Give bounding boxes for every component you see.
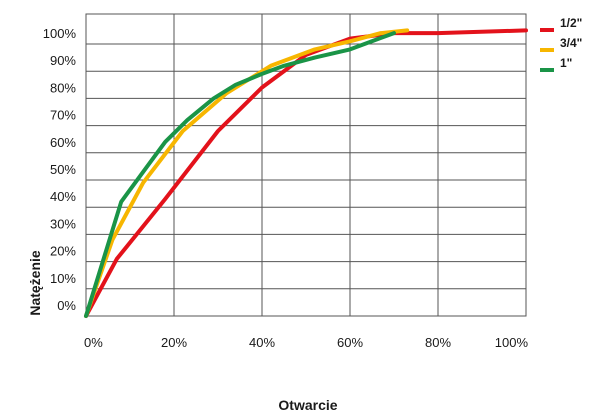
y-axis-ticks: 0% 10% 20% 30% 40% 50% 60% 70% 80% 90% 100%	[43, 26, 77, 313]
y-tick-label: 90%	[50, 53, 76, 68]
y-tick-label: 30%	[50, 216, 76, 231]
series-line	[84, 28, 410, 318]
y-tick-label: 70%	[50, 108, 76, 123]
grid	[85, 13, 527, 317]
legend-label: 1/2"	[560, 16, 582, 30]
legend-label: 3/4"	[560, 36, 582, 50]
series-line	[84, 31, 396, 318]
y-tick-label: 80%	[50, 80, 76, 95]
x-axis-ticks: 0% 20% 40% 60% 80% 100%	[84, 335, 528, 350]
legend: 1/2" 3/4" 1"	[540, 16, 582, 72]
x-tick-label: 100%	[495, 335, 529, 350]
y-tick-label: 50%	[50, 162, 76, 177]
y-tick-label: 60%	[50, 135, 76, 150]
series-layer	[84, 28, 528, 318]
legend-label: 1"	[560, 56, 572, 70]
y-tick-label: 100%	[43, 26, 77, 41]
y-axis-title: Natężenie	[27, 250, 43, 316]
x-axis-title: Otwarcie	[278, 397, 337, 413]
x-tick-label: 80%	[425, 335, 451, 350]
y-tick-label: 40%	[50, 189, 76, 204]
x-tick-label: 40%	[249, 335, 275, 350]
x-tick-label: 20%	[161, 335, 187, 350]
series-line	[84, 28, 528, 318]
x-tick-label: 0%	[84, 335, 103, 350]
y-tick-label: 0%	[57, 298, 76, 313]
x-tick-label: 60%	[337, 335, 363, 350]
y-tick-label: 20%	[50, 244, 76, 259]
y-tick-label: 10%	[50, 271, 76, 286]
